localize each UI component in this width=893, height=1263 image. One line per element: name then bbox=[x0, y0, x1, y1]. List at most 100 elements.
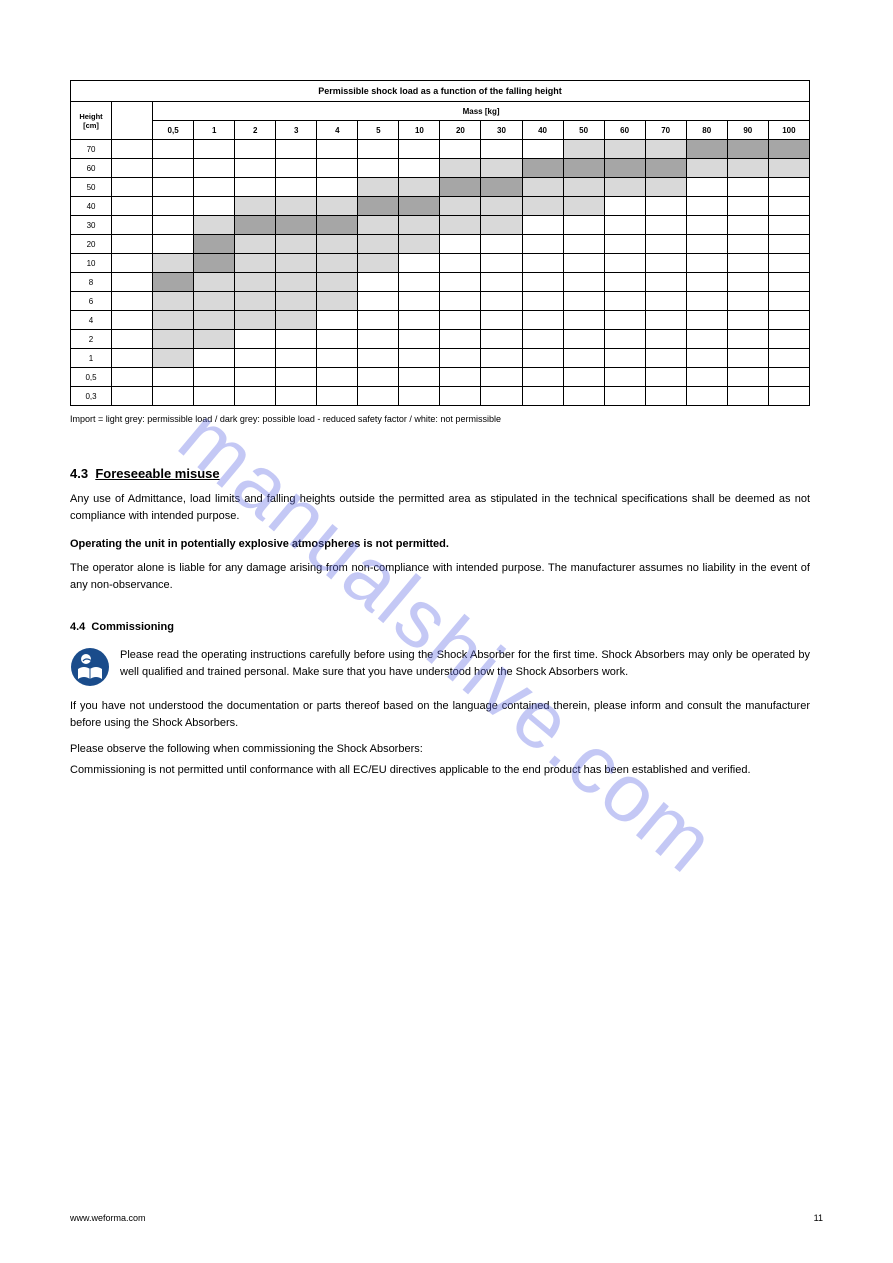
heatmap-cell bbox=[276, 197, 317, 216]
sec2-p2: Please observe the following when commis… bbox=[70, 741, 810, 758]
mass-header-cell: 60 bbox=[604, 121, 645, 140]
heatmap-cell bbox=[399, 330, 440, 349]
heatmap-cell bbox=[645, 311, 686, 330]
heatmap-cell bbox=[194, 178, 235, 197]
heatmap-cell bbox=[645, 216, 686, 235]
heatmap-cell bbox=[686, 292, 727, 311]
height-cell: 0,5 bbox=[71, 368, 112, 387]
heatmap-cell bbox=[399, 311, 440, 330]
heatmap-cell bbox=[399, 292, 440, 311]
heatmap-cell bbox=[727, 235, 768, 254]
table-row: 60 bbox=[71, 159, 810, 178]
heatmap-cell bbox=[645, 140, 686, 159]
heatmap-cell bbox=[645, 235, 686, 254]
heatmap-cell bbox=[276, 216, 317, 235]
heatmap-cell bbox=[768, 254, 809, 273]
heatmap-cell bbox=[727, 140, 768, 159]
heatmap-cell bbox=[727, 368, 768, 387]
heatmap-cell bbox=[604, 140, 645, 159]
heatmap-cell bbox=[399, 349, 440, 368]
heatmap-cell bbox=[399, 140, 440, 159]
heatmap-cell bbox=[235, 273, 276, 292]
height-cell: 60 bbox=[71, 159, 112, 178]
heatmap-cell bbox=[317, 140, 358, 159]
heatmap-cell bbox=[440, 178, 481, 197]
sec1-bold: Operating the unit in potentially explos… bbox=[70, 538, 810, 550]
mass-header-cell: 50 bbox=[563, 121, 604, 140]
heatmap-cell bbox=[235, 178, 276, 197]
heatmap-cell bbox=[727, 197, 768, 216]
heatmap-cell bbox=[727, 178, 768, 197]
heatmap-cell bbox=[522, 197, 563, 216]
heatmap-cell bbox=[153, 235, 194, 254]
heatmap-cell bbox=[317, 216, 358, 235]
heatmap-cell bbox=[604, 197, 645, 216]
heatmap-cell bbox=[563, 197, 604, 216]
heatmap-cell bbox=[440, 254, 481, 273]
height-cell: 40 bbox=[71, 197, 112, 216]
heatmap-cell bbox=[563, 292, 604, 311]
heatmap-cell bbox=[481, 159, 522, 178]
height-cell: 10 bbox=[71, 254, 112, 273]
header-mass: Mass [kg] bbox=[153, 102, 810, 121]
heatmap-cell bbox=[768, 235, 809, 254]
table-title: Permissible shock load as a function of … bbox=[71, 81, 810, 102]
mass-header-cell: 2 bbox=[235, 121, 276, 140]
heatmap-cell bbox=[440, 311, 481, 330]
heatmap-cell bbox=[235, 197, 276, 216]
heatmap-cell bbox=[481, 311, 522, 330]
mass-header-cell: 20 bbox=[440, 121, 481, 140]
heatmap-cell bbox=[686, 197, 727, 216]
heatmap-cell bbox=[399, 197, 440, 216]
spacer-cell bbox=[112, 254, 153, 273]
heatmap-cell bbox=[194, 140, 235, 159]
heatmap-cell bbox=[522, 311, 563, 330]
heatmap-cell bbox=[727, 387, 768, 406]
sec1-p2: The operator alone is liable for any dam… bbox=[70, 560, 810, 593]
heatmap-cell bbox=[399, 368, 440, 387]
heatmap-cell bbox=[727, 330, 768, 349]
heatmap-cell bbox=[399, 254, 440, 273]
heatmap-cell bbox=[317, 330, 358, 349]
spacer-cell bbox=[112, 216, 153, 235]
mass-header-cell: 100 bbox=[768, 121, 809, 140]
heatmap-cell bbox=[563, 216, 604, 235]
heatmap-cell bbox=[481, 330, 522, 349]
heatmap-cell bbox=[522, 387, 563, 406]
heatmap-cell bbox=[686, 311, 727, 330]
heatmap-cell bbox=[317, 178, 358, 197]
heatmap-cell bbox=[317, 368, 358, 387]
heatmap-cell bbox=[481, 387, 522, 406]
mass-header-cell: 3 bbox=[276, 121, 317, 140]
heatmap-cell bbox=[522, 140, 563, 159]
heatmap-cell bbox=[153, 311, 194, 330]
heatmap-cell bbox=[563, 159, 604, 178]
mass-values-row: 0,512345102030405060708090100 bbox=[71, 121, 810, 140]
heatmap-cell bbox=[563, 311, 604, 330]
heatmap-cell bbox=[440, 273, 481, 292]
heatmap-cell bbox=[153, 254, 194, 273]
heatmap-cell bbox=[563, 387, 604, 406]
heatmap-cell bbox=[522, 368, 563, 387]
heatmap-cell bbox=[317, 159, 358, 178]
spacer-cell bbox=[112, 387, 153, 406]
heatmap-cell bbox=[563, 349, 604, 368]
heatmap-cell bbox=[358, 311, 399, 330]
heatmap-cell bbox=[440, 387, 481, 406]
mass-header-cell: 30 bbox=[481, 121, 522, 140]
heatmap-cell bbox=[276, 387, 317, 406]
heatmap-cell bbox=[194, 368, 235, 387]
heatmap-cell bbox=[563, 368, 604, 387]
heatmap-cell bbox=[604, 330, 645, 349]
mass-header-cell: 80 bbox=[686, 121, 727, 140]
heatmap-cell bbox=[440, 235, 481, 254]
shock-load-table: Permissible shock load as a function of … bbox=[70, 80, 810, 406]
heatmap-cell bbox=[276, 273, 317, 292]
heatmap-cell bbox=[399, 159, 440, 178]
heatmap-cell bbox=[727, 159, 768, 178]
heatmap-cell bbox=[235, 254, 276, 273]
heatmap-cell bbox=[235, 140, 276, 159]
spacer-cell bbox=[112, 273, 153, 292]
spacer-cell bbox=[112, 140, 153, 159]
height-cell: 1 bbox=[71, 349, 112, 368]
